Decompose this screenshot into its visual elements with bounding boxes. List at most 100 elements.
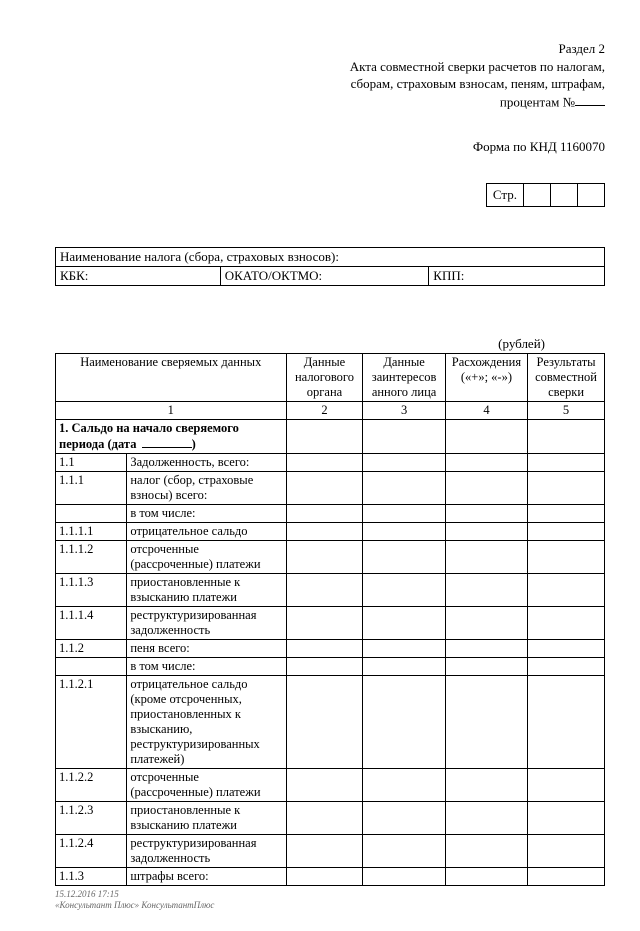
cell [286, 640, 363, 658]
row-label: отсроченные (рассроченные) платежи [127, 769, 286, 802]
table-row: 1.1.2.3приостановленные к взысканию плат… [56, 802, 605, 835]
table-row: 1.1.1налог (сбор, страховые взносы) всег… [56, 472, 605, 505]
table-row: 1.1.1.3приостановленные к взысканию плат… [56, 574, 605, 607]
col-num-2: 2 [286, 401, 363, 419]
table-row: 1.1.2.2отсроченные (рассроченные) платеж… [56, 769, 605, 802]
cell [286, 523, 363, 541]
doc-number-blank [575, 93, 605, 106]
row-label: в том числе: [127, 505, 286, 523]
row-label: налог (сбор, страховые взносы) всего: [127, 472, 286, 505]
table-row: в том числе: [56, 505, 605, 523]
cell [445, 640, 527, 658]
cell [286, 419, 363, 454]
info-table: Наименование налога (сбора, страховых вз… [55, 247, 605, 286]
cell [445, 472, 527, 505]
row-num: 1.1 [56, 454, 127, 472]
cell [528, 868, 605, 886]
cell [363, 541, 445, 574]
row-label: в том числе: [127, 658, 286, 676]
table-row: 1.1.2пеня всего: [56, 640, 605, 658]
row-num: 1.1.2.3 [56, 802, 127, 835]
cell [286, 505, 363, 523]
table-row: 1.1.1.2отсроченные (рассроченные) платеж… [56, 541, 605, 574]
cell [286, 868, 363, 886]
cell [528, 454, 605, 472]
cell [528, 419, 605, 454]
cell [528, 523, 605, 541]
row-num: 1.1.1.1 [56, 523, 127, 541]
cell [363, 607, 445, 640]
cell [286, 607, 363, 640]
section-1-title: 1. Сальдо на начало сверяемого периода (… [56, 419, 287, 454]
kbk-label: КБК: [56, 266, 221, 285]
table-row: 1.1.2.1отрицательное сальдо (кроме отсро… [56, 676, 605, 769]
cell [445, 676, 527, 769]
cell [363, 472, 445, 505]
col-header-3: Данные заинтересов анного лица [363, 353, 445, 401]
col-num-5: 5 [528, 401, 605, 419]
row-label: приостановленные к взысканию платежи [127, 574, 286, 607]
cell [445, 769, 527, 802]
cell [528, 802, 605, 835]
col-num-1: 1 [56, 401, 287, 419]
cell [528, 835, 605, 868]
cell [363, 523, 445, 541]
cell [528, 676, 605, 769]
cell [363, 574, 445, 607]
title-line-3-prefix: процентам № [500, 94, 575, 109]
page-digit-2 [551, 183, 578, 206]
kpp-label: КПП: [429, 266, 605, 285]
row-num: 1.1.2.1 [56, 676, 127, 769]
cell [363, 505, 445, 523]
row-label: отрицательное сальдо [127, 523, 286, 541]
table-row: в том числе: [56, 658, 605, 676]
col-header-5: Результаты совместной сверки [528, 353, 605, 401]
footer: 15.12.2016 17:15 «Консультант Плюс» Конс… [55, 889, 605, 911]
cell [445, 541, 527, 574]
row-num: 1.1.1 [56, 472, 127, 505]
row-label: Задолженность, всего: [127, 454, 286, 472]
cell [445, 868, 527, 886]
document-header: Раздел 2 Акта совместной сверки расчетов… [55, 40, 605, 111]
cell [445, 505, 527, 523]
row-num [56, 658, 127, 676]
cell [363, 769, 445, 802]
cell [363, 868, 445, 886]
col-num-4: 4 [445, 401, 527, 419]
row-label: штрафы всего: [127, 868, 286, 886]
col-num-3: 3 [363, 401, 445, 419]
cell [445, 835, 527, 868]
table-row: 1.1.1.4реструктуризированная задолженнос… [56, 607, 605, 640]
title-line-1: Акта совместной сверки расчетов по налог… [55, 58, 605, 76]
section-label: Раздел 2 [55, 40, 605, 58]
cell [528, 541, 605, 574]
col-header-1: Наименование сверяемых данных [56, 353, 287, 401]
cell [445, 523, 527, 541]
cell [445, 607, 527, 640]
cell [286, 658, 363, 676]
row-label: реструктуризированная задолженность [127, 607, 286, 640]
cell [286, 574, 363, 607]
title-line-2: сборам, страховым взносам, пеням, штрафа… [55, 75, 605, 93]
cell [363, 454, 445, 472]
page-number-box: Стр. [55, 183, 605, 207]
row-label: отрицательное сальдо (кроме отсроченных,… [127, 676, 286, 769]
col-header-2: Данные налогового органа [286, 353, 363, 401]
page-digit-3 [578, 183, 605, 206]
row-num [56, 505, 127, 523]
title-line-3: процентам № [55, 93, 605, 111]
row-num: 1.1.2.2 [56, 769, 127, 802]
cell [286, 835, 363, 868]
cell [528, 769, 605, 802]
cell [445, 802, 527, 835]
cell [528, 472, 605, 505]
table-row: 1.1Задолженность, всего: [56, 454, 605, 472]
cell [363, 676, 445, 769]
cell [363, 640, 445, 658]
page-digit-1 [524, 183, 551, 206]
cell [286, 541, 363, 574]
row-num: 1.1.1.2 [56, 541, 127, 574]
cell [528, 574, 605, 607]
cell [445, 658, 527, 676]
table-row: 1.1.1.1отрицательное сальдо [56, 523, 605, 541]
